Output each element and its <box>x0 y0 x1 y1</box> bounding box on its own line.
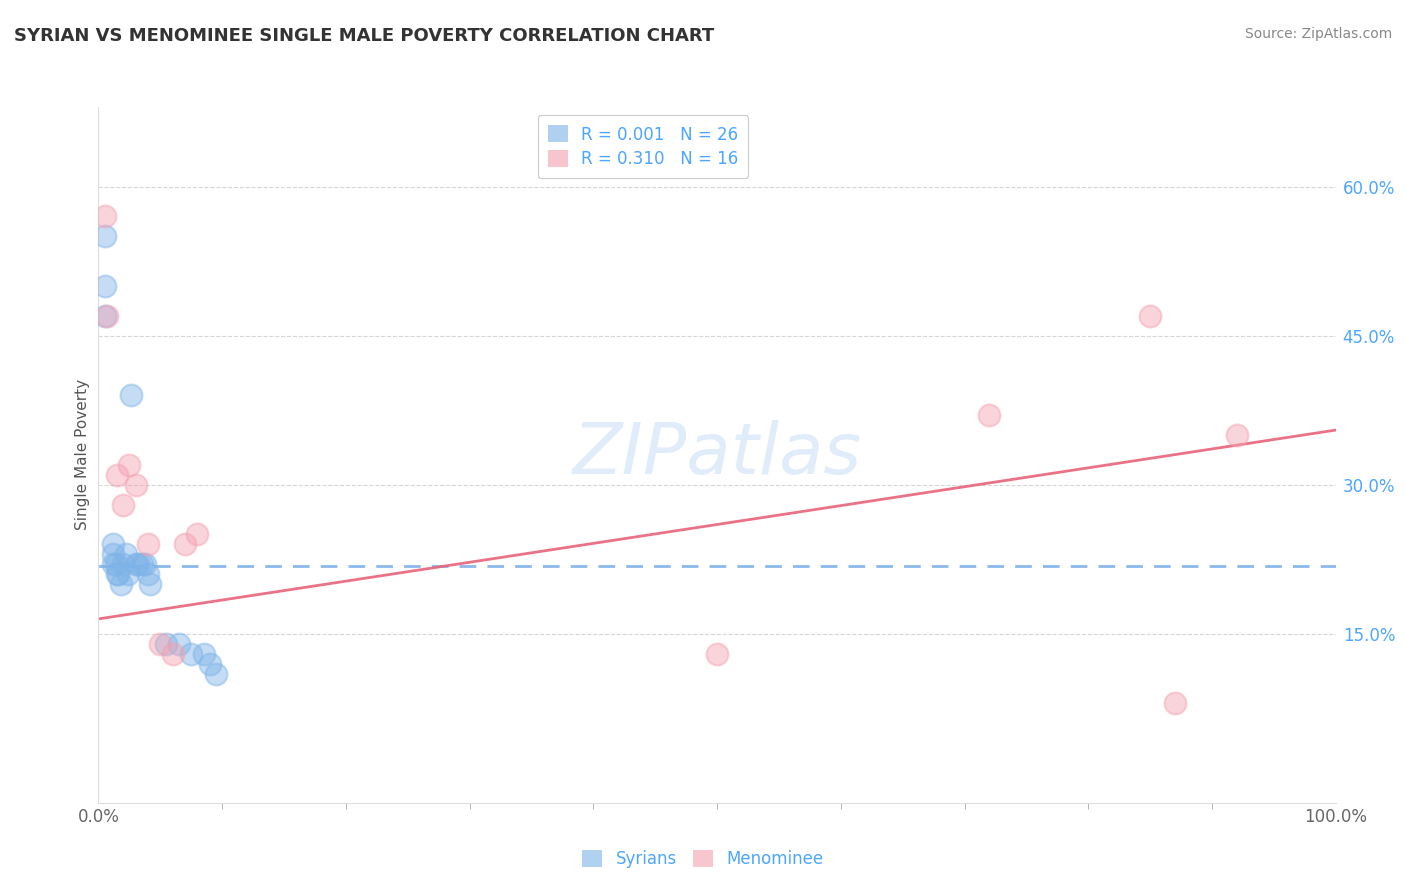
Point <box>120 388 142 402</box>
Point <box>93 210 115 224</box>
Point <box>134 558 156 572</box>
Y-axis label: Single Male Poverty: Single Male Poverty <box>75 379 90 531</box>
Point <box>103 537 125 551</box>
Point <box>1164 697 1187 711</box>
Point <box>96 309 118 323</box>
Point <box>114 547 136 561</box>
Point <box>103 558 125 572</box>
Legend: R = 0.001   N = 26, R = 0.310   N = 16: R = 0.001 N = 26, R = 0.310 N = 16 <box>537 115 748 178</box>
Point <box>112 498 135 512</box>
Point <box>93 229 115 244</box>
Point <box>198 657 221 671</box>
Point <box>93 279 115 293</box>
Point <box>162 647 184 661</box>
Text: ZIPatlas: ZIPatlas <box>572 420 862 490</box>
Point <box>1139 309 1161 323</box>
Point <box>127 558 149 572</box>
Point <box>105 567 128 582</box>
Legend: Syrians, Menominee: Syrians, Menominee <box>575 843 831 875</box>
Point <box>180 647 202 661</box>
Point <box>155 637 177 651</box>
Point <box>118 458 141 472</box>
Point <box>131 558 153 572</box>
Point <box>104 558 127 572</box>
Point <box>136 537 159 551</box>
Point <box>979 408 1001 422</box>
Point <box>107 567 129 582</box>
Point <box>112 558 135 572</box>
Point <box>124 558 146 572</box>
Point <box>110 577 132 591</box>
Point <box>105 467 128 482</box>
Point <box>193 647 215 661</box>
Text: SYRIAN VS MENOMINEE SINGLE MALE POVERTY CORRELATION CHART: SYRIAN VS MENOMINEE SINGLE MALE POVERTY … <box>14 27 714 45</box>
Point <box>706 647 728 661</box>
Point <box>1226 428 1249 442</box>
Point <box>103 547 125 561</box>
Point <box>124 477 146 491</box>
Point <box>136 567 159 582</box>
Point <box>186 527 208 541</box>
Point <box>93 309 115 323</box>
Point <box>117 567 139 582</box>
Point <box>174 537 197 551</box>
Point <box>149 637 172 651</box>
Point <box>139 577 162 591</box>
Point <box>167 637 190 651</box>
Point <box>205 666 228 681</box>
Text: Source: ZipAtlas.com: Source: ZipAtlas.com <box>1244 27 1392 41</box>
